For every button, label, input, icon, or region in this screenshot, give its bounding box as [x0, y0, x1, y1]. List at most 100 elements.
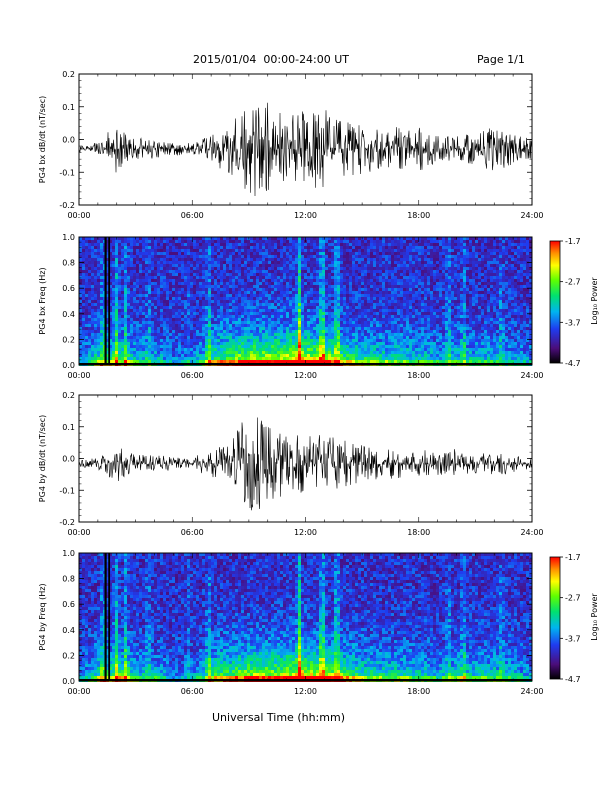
- spectrogram-cell: [364, 312, 367, 315]
- spectrogram-cell: [211, 309, 214, 312]
- spectrogram-cell: [262, 285, 265, 288]
- spectrogram-cell: [106, 333, 109, 336]
- spectrogram-cell: [283, 330, 286, 333]
- spectrogram-cell: [166, 252, 169, 255]
- spectrogram-cell: [97, 357, 100, 360]
- spectrogram-cell: [340, 339, 343, 342]
- spectrogram-cell: [250, 330, 253, 333]
- spectrogram-cell: [271, 264, 274, 267]
- spectrogram-cell: [292, 297, 295, 300]
- spectrogram-cell: [94, 285, 97, 288]
- spectrogram-cell: [280, 318, 283, 321]
- spectrogram-cell: [172, 360, 175, 363]
- spectrogram-cell: [241, 303, 244, 306]
- spectrogram-cell: [94, 351, 97, 354]
- spectrogram-cell: [109, 303, 112, 306]
- spectrogram-cell: [292, 237, 295, 240]
- spectrogram-cell: [373, 243, 376, 246]
- spectrogram-cell: [250, 360, 253, 363]
- spectrogram-cell: [319, 342, 322, 345]
- spectrogram-cell: [238, 285, 241, 288]
- spectrogram-cell: [379, 288, 382, 291]
- spectrogram-cell: [175, 300, 178, 303]
- spectrogram-cell: [109, 264, 112, 267]
- spectrogram-cell: [145, 300, 148, 303]
- spectrogram-cell: [358, 312, 361, 315]
- spectrogram-cell: [394, 255, 397, 258]
- spectrogram-cell: [295, 282, 298, 285]
- spectrogram-cell: [223, 285, 226, 288]
- spectrogram-cell: [121, 297, 124, 300]
- spectrogram-cell: [280, 249, 283, 252]
- spectrogram-cell: [106, 309, 109, 312]
- spectrogram-cell: [301, 258, 304, 261]
- spectrogram-cell: [223, 297, 226, 300]
- spectrogram-cell: [397, 342, 400, 345]
- spectrogram-cell: [253, 264, 256, 267]
- spectrogram-cell: [187, 291, 190, 294]
- spectrogram-cell: [361, 291, 364, 294]
- spectrogram-cell: [283, 273, 286, 276]
- spectrogram-cell: [199, 273, 202, 276]
- spectrogram-cell: [142, 270, 145, 273]
- spectrogram-cell: [295, 246, 298, 249]
- spectrogram-cell: [400, 360, 403, 363]
- spectrogram-cell: [241, 315, 244, 318]
- spectrogram-cell: [88, 243, 91, 246]
- spectrogram-cell: [256, 297, 259, 300]
- spectrogram-cell: [142, 297, 145, 300]
- spectrogram-cell: [223, 339, 226, 342]
- spectrogram-cell: [358, 354, 361, 357]
- spectrogram-cell: [394, 252, 397, 255]
- spectrogram-cell: [208, 291, 211, 294]
- spectrogram-cell: [367, 345, 370, 348]
- spectrogram-cell: [256, 237, 259, 240]
- spectrogram-cell: [133, 360, 136, 363]
- spectrogram-cell: [262, 345, 265, 348]
- spectrogram-cell: [367, 303, 370, 306]
- spectrogram-cell: [259, 288, 262, 291]
- spectrogram-cell: [175, 285, 178, 288]
- spectrogram-cell: [85, 279, 88, 282]
- spectrogram-cell: [115, 360, 118, 363]
- spectrogram-cell: [361, 345, 364, 348]
- spectrogram-cell: [382, 270, 385, 273]
- spectrogram-cell: [235, 348, 238, 351]
- spectrogram-cell: [292, 318, 295, 321]
- spectrogram-cell: [82, 330, 85, 333]
- spectrogram-cell: [79, 294, 82, 297]
- spectrogram-cell: [268, 318, 271, 321]
- spectrogram-cell: [295, 330, 298, 333]
- spectrogram-cell: [148, 279, 151, 282]
- spectrogram-cell: [232, 264, 235, 267]
- spectrogram-cell: [190, 273, 193, 276]
- spectrogram-cell: [136, 294, 139, 297]
- spectrogram-cell: [217, 285, 220, 288]
- spectrogram-cell: [208, 276, 211, 279]
- spectrogram-cell: [394, 285, 397, 288]
- spectrogram-cell: [307, 336, 310, 339]
- spectrogram-cell: [247, 294, 250, 297]
- spectrogram-cell: [352, 273, 355, 276]
- spectrogram-cell: [223, 240, 226, 243]
- spectrogram-cell: [208, 306, 211, 309]
- spectrogram-cell: [406, 315, 409, 318]
- spectrogram-cell: [97, 243, 100, 246]
- spectrogram-cell: [286, 300, 289, 303]
- spectrogram-cell: [148, 240, 151, 243]
- spectrogram-cell: [346, 306, 349, 309]
- spectrogram-cell: [175, 252, 178, 255]
- spectrogram-cell: [337, 276, 340, 279]
- spectrogram-cell: [112, 243, 115, 246]
- spectrogram-cell: [136, 270, 139, 273]
- spectrogram-cell: [115, 318, 118, 321]
- spectrogram-cell: [331, 252, 334, 255]
- spectrogram-cell: [142, 351, 145, 354]
- spectrogram-cell: [145, 306, 148, 309]
- spectrogram-cell: [265, 264, 268, 267]
- spectrogram-cell: [340, 297, 343, 300]
- spectrogram-cell: [286, 276, 289, 279]
- spectrogram-cell: [88, 348, 91, 351]
- spectrogram-cell: [379, 255, 382, 258]
- spectrogram-cell: [178, 237, 181, 240]
